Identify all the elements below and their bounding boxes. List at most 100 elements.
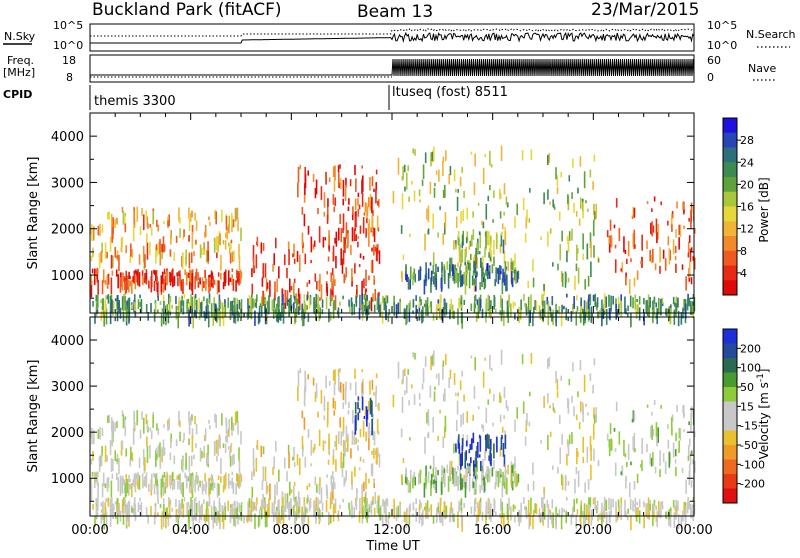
velocity-cell	[293, 485, 295, 501]
power-cell	[293, 302, 295, 313]
power-cell	[690, 210, 692, 223]
velocity-cell	[633, 480, 636, 490]
power-cell	[602, 308, 605, 320]
power-cell	[114, 218, 116, 229]
velocity-cell	[530, 497, 532, 515]
velocity-cell	[179, 473, 181, 481]
power-cell	[402, 254, 405, 260]
velocity-cell	[636, 473, 639, 484]
power-cell	[186, 299, 188, 313]
velocity-cell	[381, 514, 384, 527]
power-cell	[194, 276, 196, 290]
velocity-cell	[101, 445, 103, 457]
power-cell	[240, 227, 242, 242]
velocity-cell	[191, 504, 194, 522]
power-cell	[288, 278, 291, 293]
power-cell	[199, 277, 201, 283]
velocity-cell	[549, 431, 552, 438]
velocity-cell	[169, 452, 172, 461]
velocity-cell	[342, 452, 345, 468]
power-cell	[332, 281, 334, 298]
velocity-cell	[124, 426, 127, 436]
power-cell	[582, 233, 584, 250]
velocity-cell	[493, 443, 495, 459]
power-cell	[674, 245, 677, 253]
power-cell	[262, 263, 265, 279]
velocity-cbar-label-sup: -1	[756, 373, 766, 382]
power-cell	[316, 281, 318, 290]
velocity-cell	[102, 501, 104, 514]
power-cell	[505, 196, 508, 205]
power-cell	[397, 302, 400, 314]
power-cell	[337, 165, 340, 173]
velocity-cell	[205, 453, 208, 466]
velocity-cell	[203, 484, 205, 492]
power-cell	[463, 271, 465, 277]
velocity-cell	[424, 356, 427, 367]
velocity-cell	[157, 512, 159, 517]
power-cell	[289, 298, 291, 309]
y-tick-label: 3000	[51, 176, 84, 191]
power-cell	[582, 308, 584, 314]
velocity-cell	[473, 499, 476, 512]
power-cell	[126, 300, 128, 310]
power-cell	[332, 302, 335, 319]
cpid-label: CPID	[3, 88, 32, 101]
power-cell	[224, 272, 226, 287]
velocity-cell	[201, 451, 203, 459]
velocity-cell	[584, 514, 586, 524]
velocity-cell	[551, 499, 554, 509]
velocity-cell	[660, 405, 662, 409]
power-cell	[489, 243, 492, 255]
velocity-cell	[463, 394, 465, 402]
colorbar-tick-label: -15	[740, 420, 758, 433]
power-cell	[226, 226, 229, 240]
velocity-cell	[256, 497, 258, 506]
power-cell	[359, 253, 362, 259]
power-cell	[556, 310, 559, 314]
velocity-cell	[636, 502, 638, 506]
power-cell	[690, 202, 693, 214]
power-cell	[632, 233, 635, 247]
velocity-cell	[170, 433, 173, 443]
power-cell	[403, 164, 406, 173]
velocity-cell	[540, 439, 542, 444]
velocity-cell	[101, 483, 104, 498]
power-cell	[213, 237, 216, 253]
velocity-cell	[426, 412, 428, 424]
velocity-cell	[608, 497, 610, 510]
velocity-cell	[409, 482, 412, 493]
velocity-cell	[278, 499, 280, 516]
power-cell	[672, 239, 675, 255]
power-cell	[229, 247, 231, 255]
power-cell	[306, 294, 309, 301]
power-cell	[625, 308, 627, 315]
power-cell	[210, 303, 213, 317]
power-cell	[153, 270, 156, 275]
velocity-cell	[309, 497, 312, 508]
velocity-cell	[672, 442, 675, 458]
power-cell	[560, 270, 563, 283]
power-cell	[472, 211, 474, 218]
colorbar-swatch	[723, 401, 737, 417]
power-cell	[439, 206, 441, 210]
velocity-cell	[541, 497, 543, 509]
velocity-cell	[668, 451, 671, 468]
power-cell	[595, 203, 598, 219]
velocity-cell	[618, 431, 621, 445]
power-cell	[101, 242, 103, 253]
velocity-cell	[109, 498, 112, 515]
velocity-cell	[582, 456, 585, 464]
power-cell	[461, 234, 464, 243]
power-cell	[444, 212, 447, 229]
velocity-cell	[224, 506, 227, 521]
velocity-cell	[367, 400, 370, 411]
power-cell	[362, 255, 365, 260]
velocity-cell	[373, 478, 375, 489]
power-cell	[342, 213, 345, 231]
velocity-cell	[605, 512, 608, 528]
power-cell	[358, 264, 361, 268]
colorbar-tick-label: 20	[740, 178, 754, 191]
power-cell	[351, 302, 353, 316]
power-cell	[373, 304, 376, 313]
